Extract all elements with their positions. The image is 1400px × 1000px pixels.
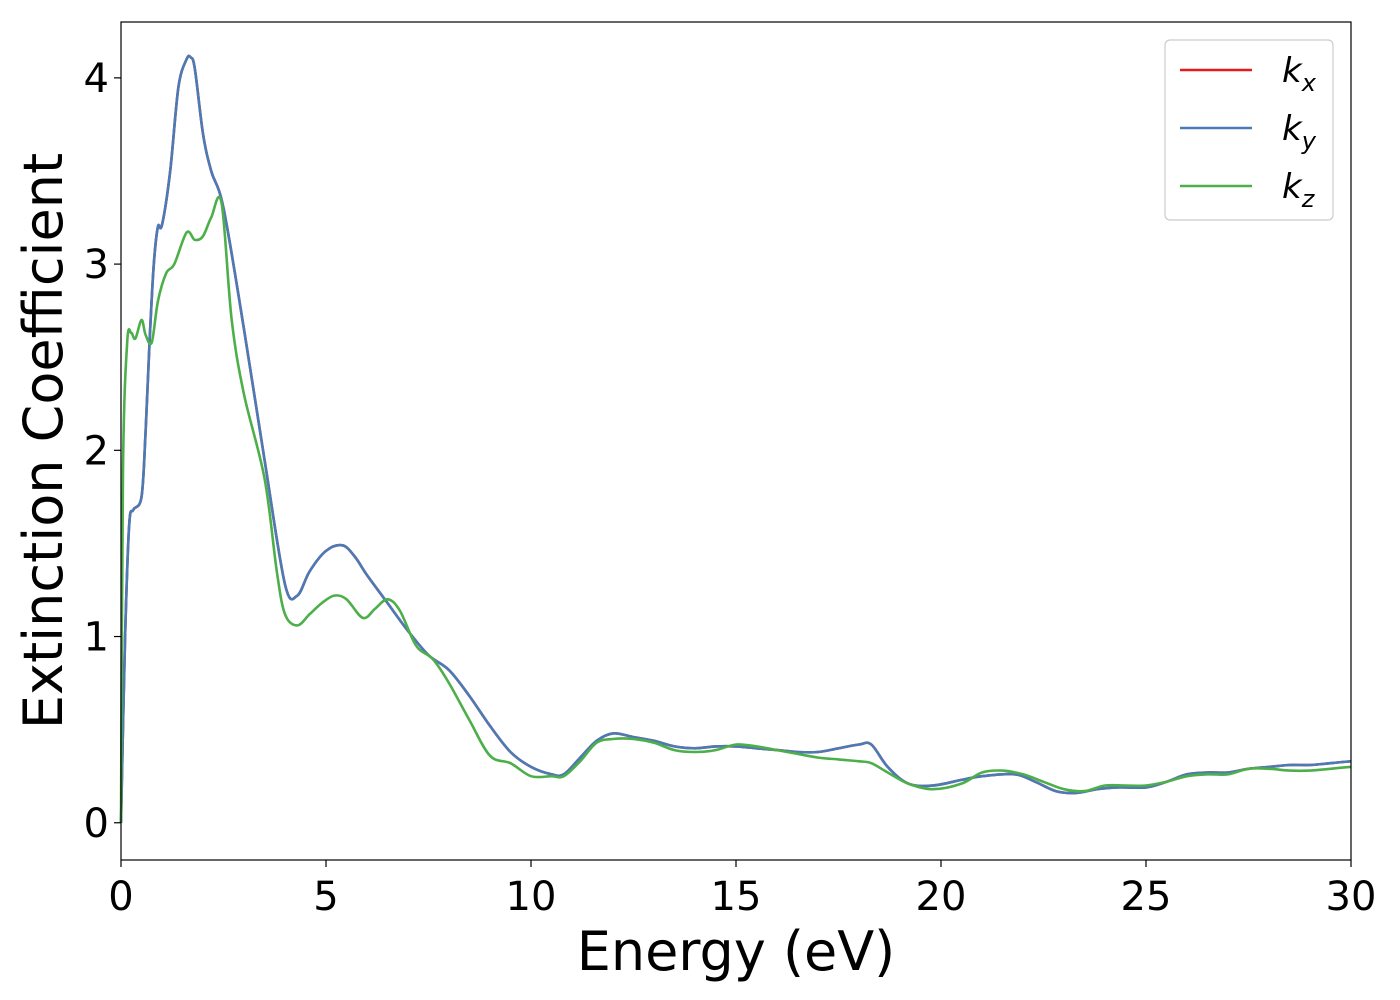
legend-label-main: k [1282,109,1303,149]
y-tick-label: 3 [84,242,109,288]
legend-label-main: k [1282,167,1303,207]
legend-label-main: k [1282,51,1303,91]
legend-label-subscript: y [1301,127,1317,155]
legend-box [1164,39,1334,221]
legend-label-z: kz [1282,167,1316,213]
x-tick-label: 25 [1121,874,1172,920]
legend-label-x: kx [1282,51,1317,97]
x-tick-label: 10 [506,874,557,920]
legend-label-subscript: x [1301,69,1317,97]
series-layer [119,54,1352,823]
y-axis-ticks: 0 1 2 3 4 [84,56,121,847]
y-tick-label: 2 [84,428,109,474]
y-tick-label: 4 [84,56,109,102]
x-tick-label: 15 [711,874,762,920]
x-tick-label: 0 [108,874,133,920]
legend-label-subscript: z [1301,185,1316,213]
y-tick-label: 1 [84,615,109,661]
series-line-y [119,54,1352,823]
y-tick-label: 0 [84,801,109,847]
y-axis-title: Extinction Coefficient [12,153,75,729]
x-axis-ticks: 0 5 10 15 20 25 30 [108,860,1376,920]
x-tick-label: 20 [916,874,967,920]
legend-label-y: ky [1282,109,1317,155]
x-tick-label: 30 [1326,874,1377,920]
x-axis-title: Energy (eV) [577,920,896,983]
x-tick-label: 5 [313,874,338,920]
series-line-z [119,195,1352,823]
